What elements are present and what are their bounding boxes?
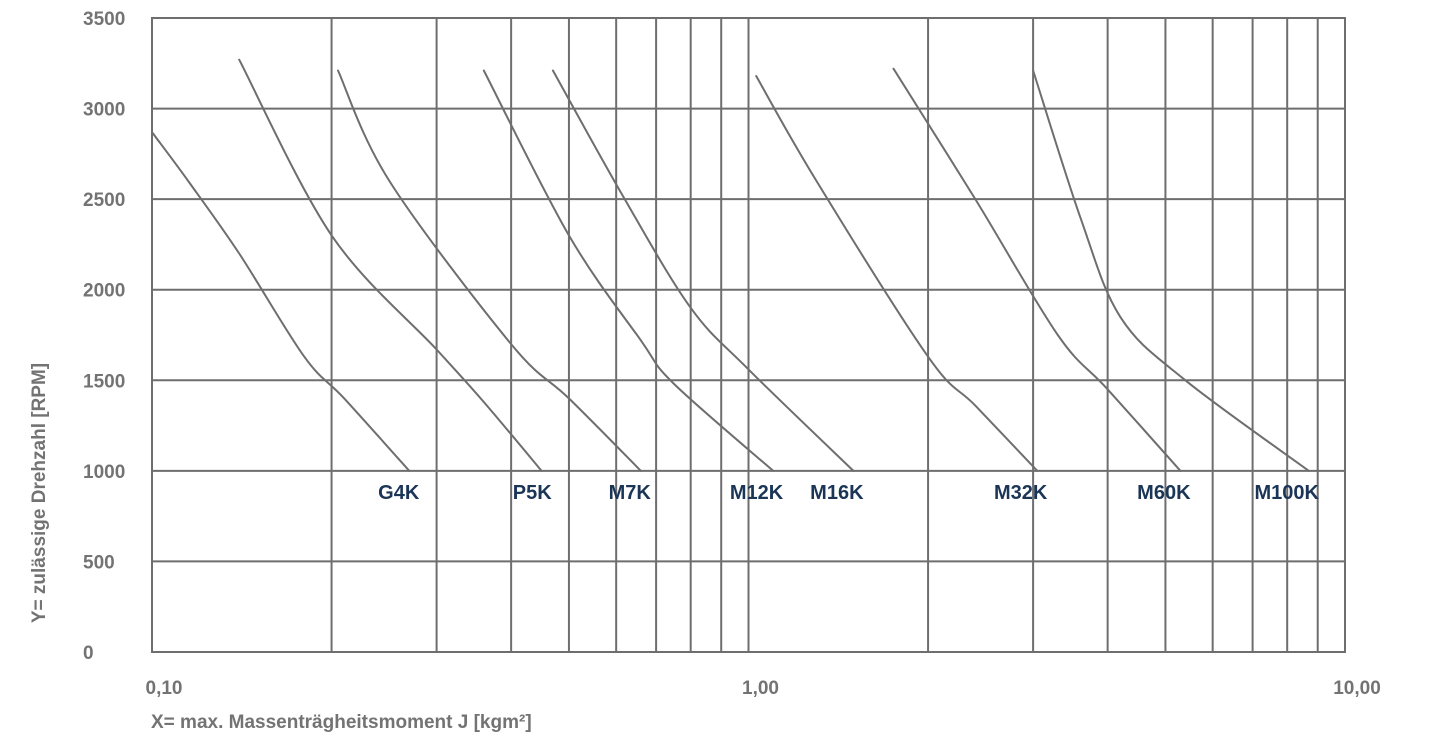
series-label-m100k: M100K	[1254, 482, 1319, 504]
series-curve-g4k	[151, 131, 411, 472]
series-label-layer: G4K P5K M7K M12K M16K M32K M60K M100K	[378, 482, 1319, 504]
series-label-m7k: M7K	[609, 482, 652, 504]
y-tick-label-500: 500	[83, 552, 115, 573]
y-tick-label-3000: 3000	[83, 100, 125, 121]
series-curve-m32k	[755, 75, 1039, 472]
x-tick-label-1-00: 1,00	[742, 678, 779, 699]
y-axis-label: Y= zulässige Drehzahl [RPM]	[29, 363, 50, 623]
series-curve-m16k	[551, 69, 855, 472]
series-curve-m60k	[892, 67, 1182, 472]
x-tick-label-0-10: 0,10	[146, 678, 183, 699]
curve-layer	[151, 58, 1310, 472]
plot-frame	[151, 17, 1346, 653]
series-label-m60k: M60K	[1137, 482, 1191, 504]
grid-layer	[151, 17, 1346, 653]
x-axis-label: X= max. Massenträgheitsmoment J [kgm²]	[151, 712, 532, 733]
series-label-m12k: M12K	[730, 482, 784, 504]
series-curve-m12k	[482, 69, 775, 472]
series-curve-p5k	[238, 58, 543, 472]
series-label-m32k: M32K	[994, 482, 1048, 504]
y-tick-label-1000: 1000	[83, 462, 125, 483]
y-tick-label-2000: 2000	[83, 281, 125, 302]
series-curve-m7k	[337, 69, 642, 472]
series-curve-m100k	[1032, 69, 1310, 472]
y-tick-label-1500: 1500	[83, 371, 125, 392]
x-tick-label-10-00: 10,00	[1333, 678, 1381, 699]
series-label-g4k: G4K	[378, 482, 420, 504]
tick-label-layer: 0 500 1000 1500 2000 2500 3000 3500 0,10 1,00 10,0…	[83, 9, 1381, 699]
y-tick-label-2500: 2500	[83, 190, 125, 211]
y-tick-label-3500: 3500	[83, 9, 125, 30]
y-tick-label-0: 0	[83, 643, 94, 664]
series-label-p5k: P5K	[513, 482, 552, 504]
series-label-m16k: M16K	[810, 482, 864, 504]
